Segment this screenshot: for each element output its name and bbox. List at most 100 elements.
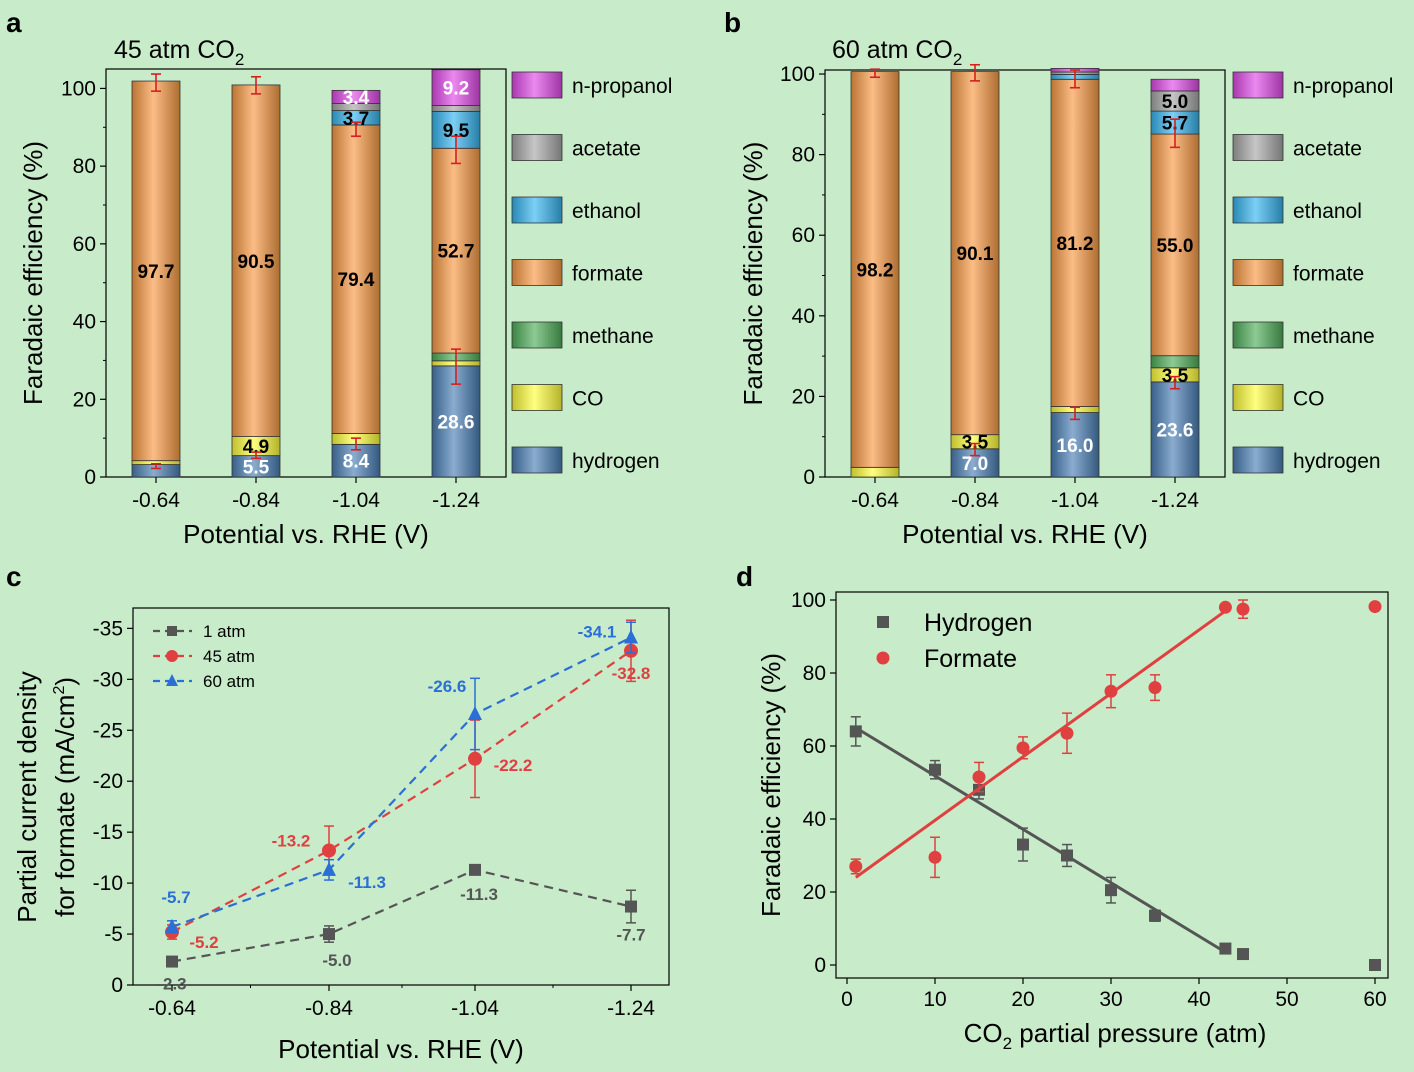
data-point [1369, 959, 1381, 971]
x-tick-label: 10 [923, 988, 946, 1011]
y-tick-label: -10 [93, 872, 123, 895]
data-point [1061, 849, 1073, 862]
data-point [166, 955, 178, 968]
y-tick-label: 0 [111, 974, 123, 997]
bar-data-label: 5.5 [243, 457, 270, 478]
x-tick-label: -0.64 [148, 997, 196, 1020]
data-point [1236, 602, 1250, 616]
y-axis-title: Faradaic efficiency (%) [738, 142, 768, 406]
data-label: -13.2 [272, 832, 311, 851]
legend-label-ethanol: ethanol [572, 200, 641, 223]
panel-letter-b: b [724, 7, 741, 38]
chart-title-sub: 2 [235, 50, 244, 69]
data-point [323, 928, 335, 941]
data-point [928, 850, 942, 864]
legend-swatch-formate [1232, 259, 1284, 286]
legend-label-hydrogen: hydrogen [1293, 450, 1381, 473]
y-tick-label: -35 [93, 617, 123, 640]
series-1-atm: -2.3 -5.0 -11.3 -7.7 1 atm [153, 622, 646, 994]
data-point [322, 861, 336, 876]
x-tick-label: 50 [1275, 988, 1298, 1011]
x-tick-label: -1.04 [332, 489, 380, 512]
legend-label-CO: CO [572, 388, 604, 411]
legend-label: 60 atm [203, 672, 255, 691]
bar-segment-formate [331, 124, 381, 434]
bar-segment-n-propanol [431, 69, 481, 106]
data-label: -32.8 [612, 664, 651, 683]
fit-line [854, 609, 1227, 879]
chart-title-main: 60 atm CO [832, 36, 953, 64]
data-point [1237, 948, 1249, 961]
legend-marker [166, 650, 178, 662]
x-tick-label: 60 [1363, 988, 1386, 1011]
series-60-atm: -5.7 -11.3 -26.6 -34.1 60 atm [153, 621, 638, 934]
legend-label-ethanol: ethanol [1293, 200, 1362, 223]
x-tick-label: -1.24 [432, 489, 480, 512]
y-tick-label: 100 [61, 77, 96, 100]
panel-letter-c: c [6, 561, 22, 592]
x-axis-title-rest: partial pressure (atm) [1012, 1018, 1266, 1048]
data-point [1368, 600, 1382, 614]
y-tick-label: -25 [93, 719, 123, 742]
bar-data-label: 3.7 [343, 109, 369, 130]
plot-frame [105, 68, 507, 478]
data-point [468, 751, 482, 766]
bar-segment-formate [231, 84, 281, 437]
bar--1.24 [431, 69, 481, 478]
data-point [1219, 942, 1232, 955]
x-tick-label: 20 [1011, 988, 1034, 1011]
bar-data-label: 79.4 [338, 270, 375, 291]
y-axis-title: Faradaic efficiency (%) [18, 141, 48, 405]
data-point [929, 763, 941, 776]
bar-data-label: 8.4 [343, 452, 370, 473]
plot-frame [132, 607, 670, 986]
x-axis-title: Potential vs. RHE (V) [902, 519, 1148, 549]
y-axis-title-line1: Partial current density [12, 671, 42, 922]
panel-d-scatter-chart: 0 10 20 30 40 50 60 0 20 40 60 80 100 CO2 partial pre… [756, 589, 1389, 1053]
bar-data-label: 9.2 [443, 79, 469, 100]
legend-label-n-propanol: n-propanol [1293, 75, 1393, 98]
y-tick-label: -20 [93, 770, 123, 793]
series-line [171, 636, 632, 928]
data-point [322, 843, 336, 858]
data-label: -2.3 [157, 975, 186, 994]
plot-frame [824, 69, 1226, 478]
y-tick-label: 0 [803, 466, 815, 489]
x-tick-label: -1.04 [1051, 489, 1099, 512]
bar-data-label: 23.6 [1157, 420, 1194, 441]
data-point [469, 863, 481, 876]
x-tick-label: -0.84 [305, 997, 353, 1020]
x-axis-title-main: CO [964, 1018, 1003, 1048]
panel-letter-d: d [736, 561, 753, 592]
x-axis-title: Potential vs. RHE (V) [183, 519, 429, 549]
y-tick-label: 40 [803, 808, 826, 831]
bar-data-label: 90.1 [957, 244, 994, 265]
bar--0.84 [950, 71, 1000, 478]
legend-marker [876, 651, 890, 665]
chart-title: 45 atm CO2 [114, 36, 244, 69]
legend-label-formate: formate [1293, 263, 1364, 286]
bar-segment-formate [950, 71, 1000, 436]
y-axis-title-close: ) [50, 677, 80, 686]
bar-segment-CO [850, 466, 900, 478]
legend-swatch-n-propanol [511, 71, 563, 99]
fit-line [855, 726, 1227, 954]
chart-title-main: 45 atm CO [114, 36, 235, 64]
data-point [624, 629, 638, 644]
legend-swatch-CO [511, 384, 563, 411]
data-point [1149, 909, 1161, 922]
legend-swatch-methane [1232, 321, 1284, 349]
x-tick-label: -0.84 [951, 489, 999, 512]
y-axis-title-sup: 2 [51, 686, 68, 695]
data-point [1104, 684, 1118, 698]
legend-label-acetate: acetate [572, 138, 641, 161]
x-axis-title-sub: 2 [1003, 1034, 1012, 1053]
legend-marker [167, 626, 177, 636]
bar-data-label: 81.2 [1057, 234, 1094, 255]
bar-data-label: 52.7 [438, 242, 475, 263]
y-axis-title: Faradaic efficiency (%) [756, 653, 786, 917]
bar-data-label: 16.0 [1057, 436, 1094, 457]
legend-label-methane: methane [572, 325, 654, 348]
series-45-atm: -5.2 -13.2 -22.2 -32.8 45 atm [153, 619, 651, 952]
